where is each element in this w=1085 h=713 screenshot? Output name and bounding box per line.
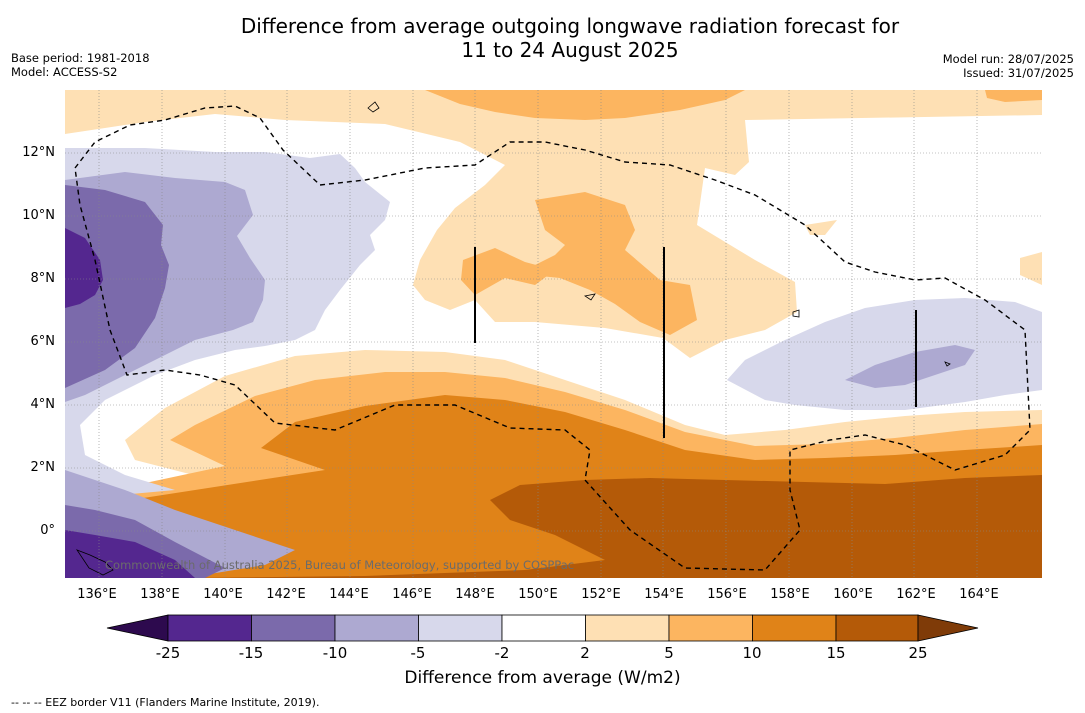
colorbar-tick: 15 xyxy=(826,644,846,662)
colorbar-bin-neutral xyxy=(501,614,586,642)
model-run: Model run: 28/07/2025 xyxy=(942,52,1074,66)
colorbar-tick: -25 xyxy=(155,644,181,662)
colorbar-tick: 25 xyxy=(908,644,928,662)
anomaly-region-5-to-10-north xyxy=(425,90,745,120)
anomaly-region-2-to-5-far-east xyxy=(1020,252,1042,285)
anomaly-region-minus10-to-minus5-east xyxy=(845,345,975,388)
lat-label-8n: 8°N xyxy=(30,271,56,286)
island-outline xyxy=(944,361,951,367)
title-line-1: Difference from average outgoing longwav… xyxy=(240,14,900,38)
colorbar-bin-minus10 xyxy=(334,614,419,642)
lon-label-150e: 150°E xyxy=(518,587,558,602)
colorbar-tick: -5 xyxy=(410,644,426,662)
anomaly-region-2-to-5-east xyxy=(805,220,837,235)
colorbar xyxy=(105,612,980,644)
lon-label-138e: 138°E xyxy=(140,587,180,602)
lon-label-148e: 148°E xyxy=(455,587,495,602)
colorbar-graphic xyxy=(106,614,979,642)
lon-label-158e: 158°E xyxy=(770,587,810,602)
title-line-2: 11 to 24 August 2025 xyxy=(461,38,679,62)
lon-label-136e: 136°E xyxy=(77,587,117,602)
colorbar-bin-plus5 xyxy=(668,614,753,642)
gridlines xyxy=(65,90,1042,578)
meta-left: Base period: 1981-2018 Model: ACCESS-S2 xyxy=(11,51,150,79)
lon-label-146e: 146°E xyxy=(392,587,432,602)
colorbar-tick: 10 xyxy=(742,644,762,662)
eez-legend-note: -- -- -- EEZ border V11 (Flanders Marine… xyxy=(11,696,320,709)
map-plot-area xyxy=(65,90,1042,578)
anomaly-region-15-to-25-south xyxy=(185,475,1042,578)
anomaly-map xyxy=(65,90,1042,578)
lon-label-142e: 142°E xyxy=(266,587,306,602)
island-outline xyxy=(583,293,596,301)
lat-label-4n: 4°N xyxy=(30,397,56,412)
lon-label-162e: 162°E xyxy=(896,587,936,602)
eez-border-line xyxy=(74,105,1031,571)
issued-date: Issued: 31/07/2025 xyxy=(963,66,1074,80)
island-outline xyxy=(792,309,800,318)
lon-label-140e: 140°E xyxy=(203,587,243,602)
lon-label-156e: 156°E xyxy=(707,587,747,602)
anomaly-region-minus5-to-minus2-east xyxy=(727,298,1042,410)
lat-label-6n: 6°N xyxy=(30,334,56,349)
lon-label-152e: 152°E xyxy=(581,587,621,602)
colorbar-under-arrow xyxy=(106,614,169,642)
colorbar-over-arrow xyxy=(917,614,979,642)
base-period: Base period: 1981-2018 xyxy=(11,51,150,65)
anomaly-region-5-to-10-west xyxy=(461,248,555,295)
anomaly-region-5-to-10-central xyxy=(530,192,697,335)
lon-label-154e: 154°E xyxy=(644,587,684,602)
anomaly-region-5-to-10-top-right xyxy=(985,90,1042,102)
anomaly-region-minus25-to-minus15-west xyxy=(65,228,103,308)
colorbar-tick: -10 xyxy=(322,644,348,662)
lat-label-12n: 12°N xyxy=(22,145,55,160)
colorbar-bin-plus10 xyxy=(752,614,837,642)
colorbar-label: Difference from average (W/m2) xyxy=(404,668,681,688)
lat-label-10n: 10°N xyxy=(22,208,55,223)
colorbar-bin-minus25 xyxy=(167,614,252,642)
island-outline xyxy=(75,549,114,576)
credit-text: Commonwealth of Australia 2025, Bureau o… xyxy=(105,558,575,572)
anomaly-region-minus15-to-minus10-west xyxy=(65,185,169,388)
colorbar-tick: 5 xyxy=(664,644,674,662)
lat-label-2n: 2°N xyxy=(30,460,56,475)
model-name: Model: ACCESS-S2 xyxy=(11,65,118,79)
colorbar-bin-plus15 xyxy=(835,614,919,642)
colorbar-bin-plus2 xyxy=(585,614,670,642)
colorbar-tick: -2 xyxy=(494,644,510,662)
map-title: Difference from average outgoing longwav… xyxy=(0,14,1085,62)
colorbar-tick: 2 xyxy=(580,644,590,662)
island-outline xyxy=(367,101,380,113)
lon-label-160e: 160°E xyxy=(833,587,873,602)
meta-right: Model run: 28/07/2025 Issued: 31/07/2025 xyxy=(943,52,1074,80)
colorbar-tick: -15 xyxy=(238,644,264,662)
lon-label-164e: 164°E xyxy=(959,587,999,602)
lat-label-0: 0° xyxy=(40,523,55,538)
colorbar-bin-minus15 xyxy=(251,614,336,642)
anomaly-region-minus25-to-minus15-southwest xyxy=(65,530,195,578)
lon-label-144e: 144°E xyxy=(329,587,369,602)
colorbar-bin-minus5 xyxy=(418,614,503,642)
vertical-marker-lines xyxy=(474,247,917,438)
